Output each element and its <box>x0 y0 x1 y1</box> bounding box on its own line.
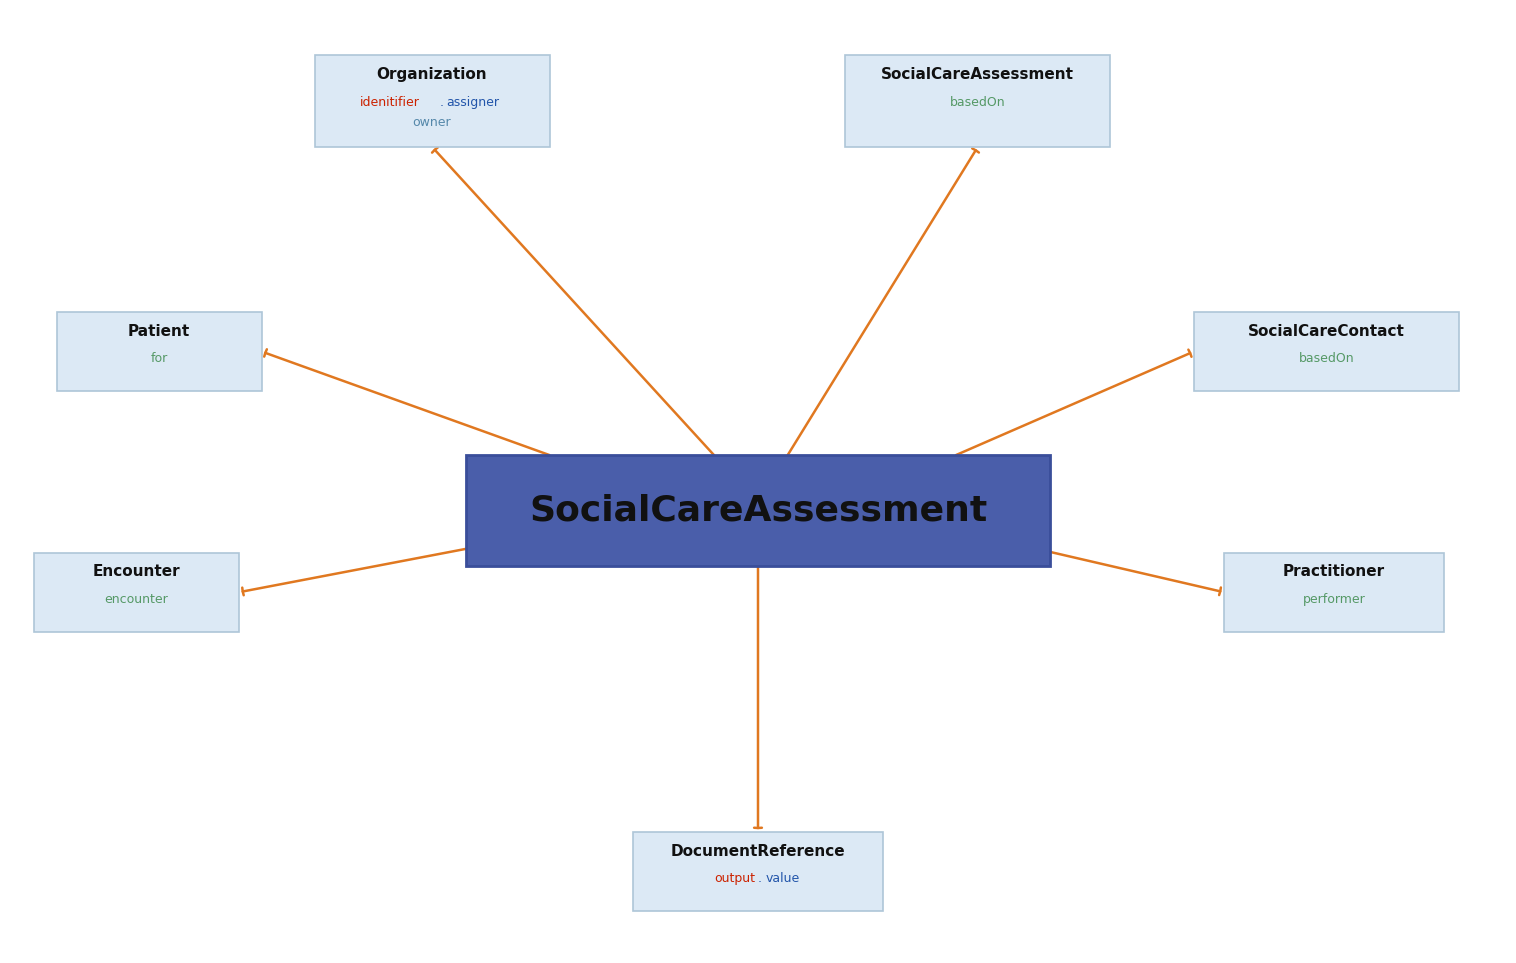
Bar <box>33 553 240 632</box>
Text: SocialCareAssessment: SocialCareAssessment <box>529 493 987 528</box>
Bar <box>56 312 261 391</box>
Text: DocumentReference: DocumentReference <box>670 844 846 859</box>
Bar <box>632 832 882 911</box>
Text: for: for <box>150 352 168 365</box>
Text: performer: performer <box>1302 593 1366 606</box>
Text: Patient: Patient <box>127 324 191 339</box>
Text: SocialCareContact: SocialCareContact <box>1248 324 1405 339</box>
Bar <box>846 55 1110 146</box>
Bar <box>1225 553 1443 632</box>
Text: basedOn: basedOn <box>951 96 1005 109</box>
Text: basedOn: basedOn <box>1299 352 1354 365</box>
Text: Practitioner: Practitioner <box>1283 564 1386 580</box>
Text: Organization: Organization <box>377 66 487 82</box>
Text: .: . <box>758 872 763 885</box>
Text: SocialCareAssessment: SocialCareAssessment <box>881 66 1075 82</box>
Text: idenitifier: idenitifier <box>359 96 420 109</box>
Bar <box>467 455 1049 566</box>
Text: assigner: assigner <box>447 96 500 109</box>
Text: encounter: encounter <box>105 593 168 606</box>
Text: output: output <box>714 872 755 885</box>
Bar <box>1193 312 1458 391</box>
Bar <box>314 55 549 146</box>
Text: owner: owner <box>412 116 452 129</box>
Text: .: . <box>440 96 443 109</box>
Text: value: value <box>766 872 799 885</box>
Text: Encounter: Encounter <box>92 564 180 580</box>
